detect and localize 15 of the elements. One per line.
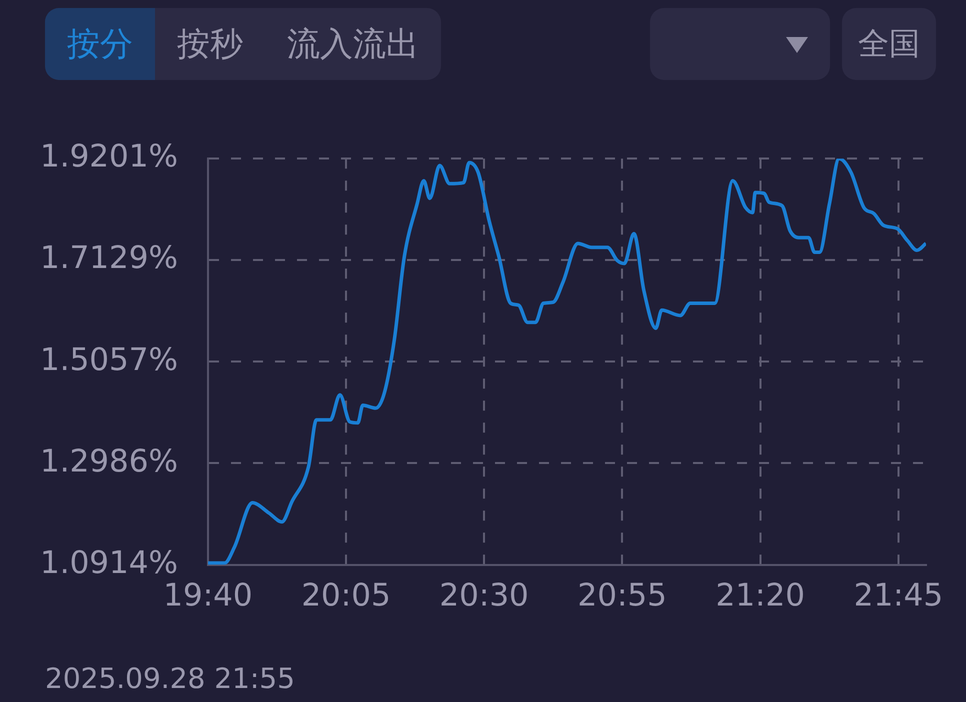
x-tick-label: 20:30 [439, 577, 529, 614]
text: 流入流出 [286, 23, 420, 65]
x-tick-label: 21:20 [716, 577, 805, 614]
line-series [208, 158, 926, 565]
x-tick-label: 21:45 [854, 577, 944, 614]
y-tick-label: 1.9201% [40, 138, 178, 175]
text: 按秒 [176, 23, 244, 65]
text: 全国 [842, 8, 936, 80]
y-tick-label: 1.7129% [40, 240, 178, 276]
y-tick-label: 1.5057% [40, 342, 178, 378]
x-tick-label: 20:05 [301, 577, 391, 614]
y-tick-label: 1.2986% [40, 443, 178, 480]
text: 2025.09.28 21:55 [45, 662, 295, 695]
x-tick-label: 20:55 [578, 577, 667, 614]
text: 按分 [45, 8, 155, 80]
